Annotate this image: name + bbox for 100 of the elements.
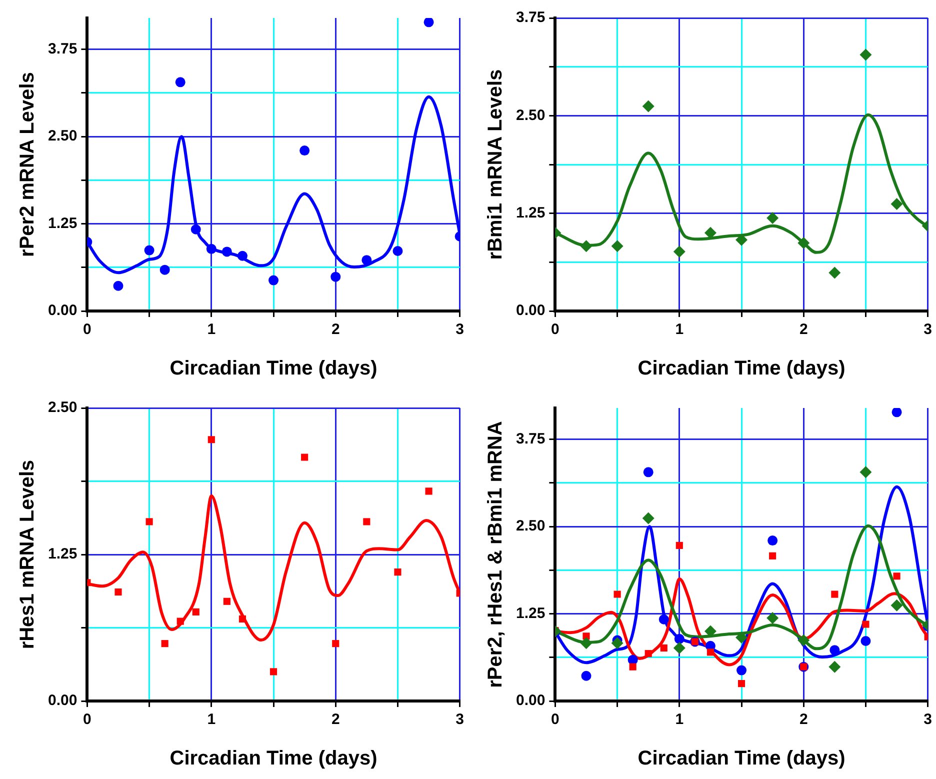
y-tick-label: 0.00 (516, 692, 546, 710)
point (160, 264, 170, 275)
y-tick-label: 3.75 (516, 430, 546, 448)
point (798, 634, 810, 646)
y-axis-title: rPer2, rHes1 & rBmi1 mRNA (484, 421, 507, 688)
point (223, 598, 230, 605)
point (644, 650, 652, 658)
point (676, 542, 683, 549)
point (890, 599, 903, 612)
point (673, 246, 686, 258)
point (862, 620, 870, 628)
x-tick-label: 3 (456, 711, 464, 728)
line-series (555, 485, 928, 664)
x-tick-label: 2 (799, 321, 808, 338)
x-tick-label: 3 (456, 321, 464, 338)
x-tick-label: 0 (83, 321, 92, 338)
point (270, 668, 278, 676)
point (332, 640, 340, 648)
point (673, 642, 686, 654)
y-tick-label: 0.00 (48, 692, 78, 710)
point (425, 488, 432, 495)
x-tick-label: 2 (331, 711, 340, 728)
line-series (87, 95, 460, 274)
y-tick-label: 1.25 (48, 214, 78, 232)
point (330, 272, 341, 282)
point (144, 245, 154, 256)
point (828, 660, 841, 673)
point (237, 250, 248, 261)
x-tick-label: 1 (675, 711, 684, 728)
point (580, 240, 592, 252)
point (301, 454, 308, 461)
x-tick-label: 1 (207, 321, 216, 338)
point (798, 237, 810, 250)
point (629, 663, 636, 670)
point (192, 608, 200, 616)
y-tick-label: 0.00 (48, 302, 78, 320)
x-tick-label: 0 (551, 321, 560, 338)
point (893, 572, 900, 580)
y-axis-title: rBmi1 mRNA Levels (484, 69, 507, 260)
point (206, 244, 216, 254)
y-tick-label: 2.50 (48, 399, 78, 416)
point (175, 77, 186, 88)
x-tick-label: 1 (675, 321, 684, 338)
point (628, 654, 638, 665)
point (392, 246, 403, 256)
point (738, 680, 746, 688)
point (113, 280, 124, 291)
point (769, 552, 776, 560)
y-tick-label: 1.25 (516, 604, 546, 622)
y-tick-label: 1.25 (516, 204, 546, 222)
x-tick-label: 0 (83, 711, 92, 728)
point (614, 590, 621, 598)
point (660, 644, 668, 652)
x-axis-title: Circadian Time (days) (170, 358, 378, 380)
point (238, 615, 246, 622)
y-axis-title: rPer2 mRNA Levels (16, 72, 39, 257)
y-tick-label: 0.00 (516, 302, 546, 320)
x-tick-label: 2 (799, 711, 808, 728)
y-tick-label: 1.25 (48, 546, 78, 563)
point (643, 467, 654, 478)
point (363, 518, 370, 526)
point (892, 408, 902, 418)
y-tick-label: 2.50 (48, 128, 78, 145)
point (860, 636, 871, 646)
point (642, 100, 654, 112)
y-tick-label: 2.50 (516, 106, 546, 124)
point (658, 614, 669, 624)
point (860, 466, 872, 478)
point (424, 18, 434, 28)
point (674, 634, 684, 644)
y-tick-label: 3.75 (48, 40, 78, 58)
point (611, 240, 624, 252)
point (222, 246, 232, 257)
x-tick-label: 3 (924, 711, 932, 728)
point (766, 612, 779, 624)
x-axis-title: Circadian Time (days) (638, 748, 846, 770)
point (706, 648, 714, 656)
point (580, 637, 592, 650)
x-tick-label: 2 (331, 321, 340, 338)
point (581, 670, 592, 681)
point (611, 637, 624, 650)
point (146, 518, 153, 526)
y-axis-title: rHes1 mRNA Levels (16, 460, 39, 650)
x-axis-title: Circadian Time (days) (170, 748, 378, 770)
point (768, 536, 778, 546)
point (208, 436, 215, 444)
point (114, 588, 122, 596)
point (394, 568, 402, 576)
point (190, 224, 201, 234)
point (268, 275, 279, 286)
point (161, 640, 168, 648)
point (860, 48, 872, 61)
y-tick-label: 2.50 (516, 518, 546, 535)
x-tick-label: 3 (924, 321, 932, 338)
point (736, 234, 748, 246)
x-axis-title: Circadian Time (days) (638, 358, 846, 380)
point (176, 618, 184, 625)
point (736, 665, 747, 676)
point (642, 512, 654, 524)
point (831, 590, 838, 598)
